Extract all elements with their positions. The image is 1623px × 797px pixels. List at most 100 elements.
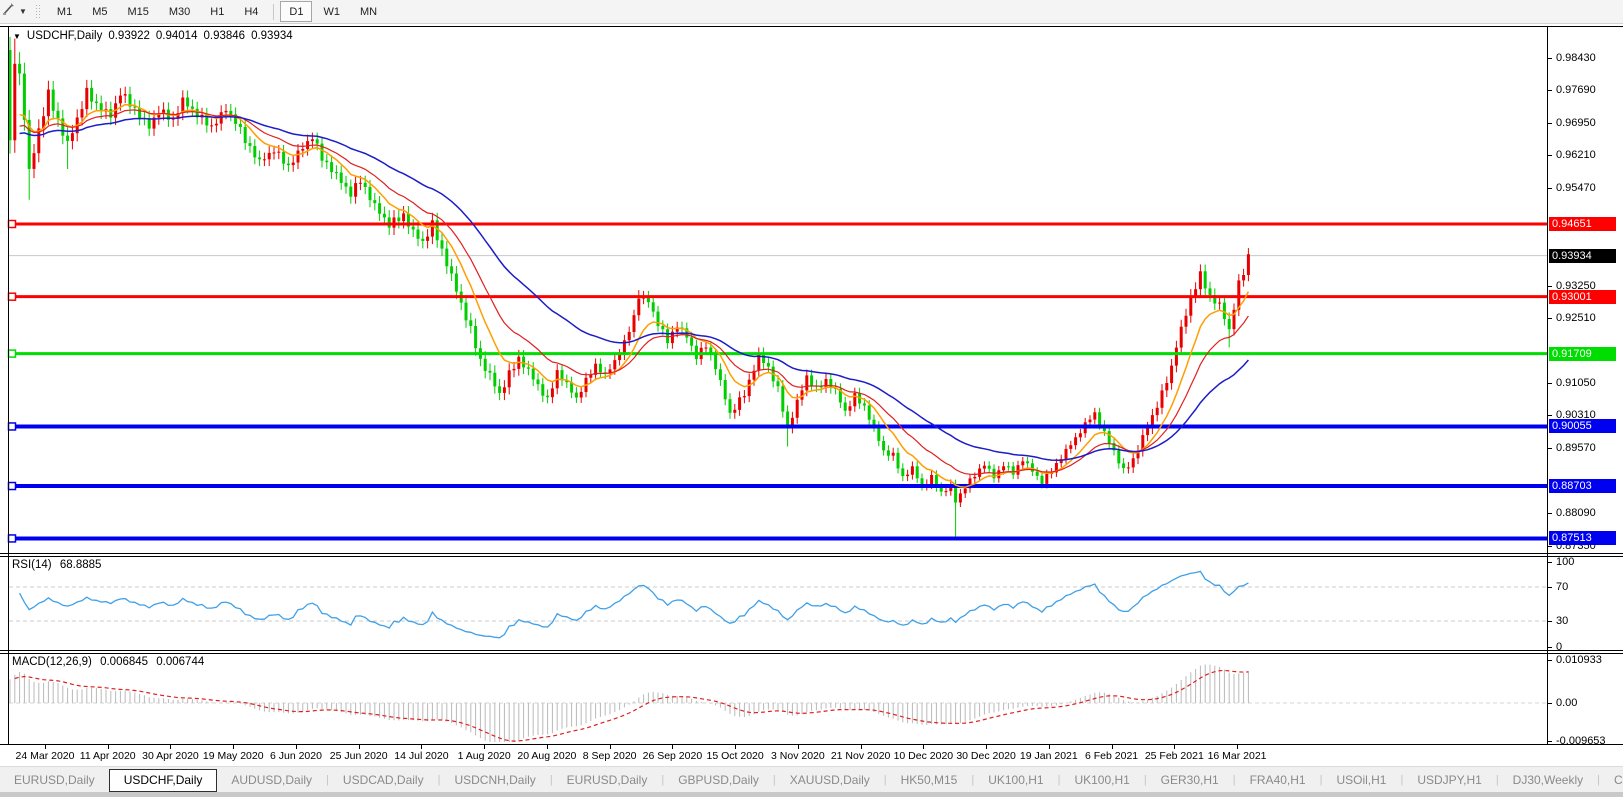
tab-separator: | [1143,774,1147,786]
price-tick-mark [1547,155,1552,157]
chart-tab-gbpusd-daily[interactable]: GBPUSD,Daily [678,773,759,787]
ohlc-high: 0.94014 [155,30,198,42]
rsi-pane-bottom-border[interactable] [0,650,1623,651]
rsi-pane-top-border [0,556,1623,557]
macd-tick-mark [1547,740,1552,742]
date-label: 19 Jan 2021 [1019,750,1078,762]
chart-tab-eurusd-daily[interactable]: EURUSD,Daily [14,773,95,787]
date-tick-mark [986,745,988,749]
chart-tab-hk50-m15[interactable]: HK50,M15 [900,773,958,787]
date-tick-mark [735,745,737,749]
date-tick-mark [484,745,486,749]
price-tick-mark [1547,415,1552,417]
price-axis-separator [1547,26,1548,744]
price-tick-label: 0.92510 [1556,312,1596,325]
macd-main-value: 0.006845 [100,656,149,668]
status-strip [0,792,1623,797]
tab-separator: | [772,774,776,786]
chart-tab-usdcad-daily[interactable]: USDCAD,Daily [342,773,424,787]
date-tick-mark [421,745,423,749]
macd-tick-mark [1547,703,1552,704]
price-tick-mark [1547,513,1552,515]
date-tick-mark [233,745,235,749]
timeframe-button-w1[interactable]: W1 [323,5,340,18]
chart-tab-uk100-h1[interactable]: UK100,H1 [1074,773,1130,787]
date-tick-mark [45,745,46,749]
price-tick-label: 0.96950 [1556,116,1596,129]
rsi-name: RSI(14) [12,559,52,571]
price-tick-mark [1547,122,1552,124]
chart-tab-usdcnh-daily[interactable]: USDCNH,Daily [454,773,536,787]
date-label: 15 Oct 2020 [706,750,764,762]
rsi-tick-mark [1547,621,1552,622]
rsi-tick-mark [1547,587,1552,588]
date-tick-mark [170,745,172,749]
macd-name: MACD(12,26,9) [12,656,92,668]
price-tick-label: 0.89570 [1556,441,1596,454]
tab-separator: | [326,774,329,786]
date-tick-mark [295,745,297,749]
chart-tab-china300-h1[interactable]: CHINA300,H1 [1614,773,1623,787]
date-tick-mark [797,745,799,749]
tab-separator: | [437,774,441,786]
timeframe-button-m30[interactable]: M30 [168,5,191,18]
timeframe-button-d1[interactable]: D1 [280,1,313,22]
price-tick-label: 0.88090 [1556,507,1596,520]
price-tick-label: 0.96210 [1556,149,1596,162]
level-price-label: 0.90055 [1549,419,1616,434]
chart-tab-ger30-h1[interactable]: GER30,H1 [1160,773,1219,787]
date-label: 14 Jul 2020 [394,750,449,762]
ohlc-close: 0.93934 [251,30,293,42]
toolbar-grip[interactable] [34,4,41,19]
timeframe-button-h1[interactable]: H1 [210,5,225,18]
level-price-label: 0.91709 [1549,346,1616,361]
chart-tab-usoil-h1[interactable]: USOil,H1 [1336,773,1387,787]
level-price-label: 0.88703 [1549,479,1616,494]
macd-pane-top-border [0,653,1623,654]
chart-tab-fra40-h1[interactable]: FRA40,H1 [1249,773,1306,787]
timeframe-button-m5[interactable]: M5 [92,5,108,18]
chart-tab-eurusd-daily[interactable]: EURUSD,Daily [566,773,648,787]
chart-tab-audusd-daily[interactable]: AUDUSD,Daily [231,773,313,787]
macd-header: MACD(12,26,9) 0.006845 0.006744 [12,656,204,668]
dropdown-caret-icon: ▼ [19,7,27,16]
timeframe-button-m15[interactable]: M15 [127,5,149,18]
cursor-tool-button[interactable]: ▼ [0,2,31,21]
chart-tab-bar: EURUSD,Daily USDCHF,Daily AUDUSD,Daily | USD… [0,766,1623,793]
timeframe-button-mn[interactable]: MN [359,5,378,18]
tab-separator: | [883,774,887,786]
macd-tick-mark [1547,659,1552,661]
macd-tick-label: -0.009653 [1556,734,1606,747]
rsi-tick-label: 70 [1556,581,1569,593]
collapse-arrow-icon[interactable]: ▼ [13,31,21,41]
date-tick-mark [860,745,862,749]
chart-tab-dj30-weekly[interactable]: DJ30,Weekly [1512,773,1584,787]
date-label: 25 Jun 2020 [329,750,388,762]
date-label: 6 Jun 2020 [269,750,322,762]
chart-canvas[interactable] [0,27,1547,745]
timeframe-button-h4[interactable]: H4 [244,5,259,18]
price-tick-mark [1547,318,1552,320]
chart-tab-xauusd-daily[interactable]: XAUUSD,Daily [789,773,870,787]
chart-window-top-border [0,26,1623,27]
date-tick-mark [358,745,360,749]
timeframe-button-m1[interactable]: M1 [56,5,73,18]
chart-tab-usdjpy-h1[interactable]: USDJPY,H1 [1417,773,1482,787]
date-label: 8 Sep 2020 [582,750,637,762]
tab-separator: | [661,774,665,786]
rsi-tick-label: 0 [1556,640,1563,653]
price-tick-label: 0.95470 [1556,181,1596,194]
rsi-tick-label: 30 [1556,615,1569,627]
date-tick-mark [923,745,925,749]
rsi-tick-mark [1547,561,1552,563]
main-pane-bottom-border[interactable] [0,553,1623,554]
macd-tick-label: 0.010933 [1556,653,1602,666]
chart-tab-uk100-h1[interactable]: UK100,H1 [988,773,1044,787]
ohlc-low: 0.93846 [203,30,246,42]
chart-tab-usdchf-daily[interactable]: USDCHF,Daily [108,768,218,792]
date-label: 1 Aug 2020 [457,750,511,762]
date-tick-mark [1174,745,1176,749]
date-label: 3 Nov 2020 [771,750,825,762]
date-label: 6 Feb 2021 [1085,750,1139,762]
